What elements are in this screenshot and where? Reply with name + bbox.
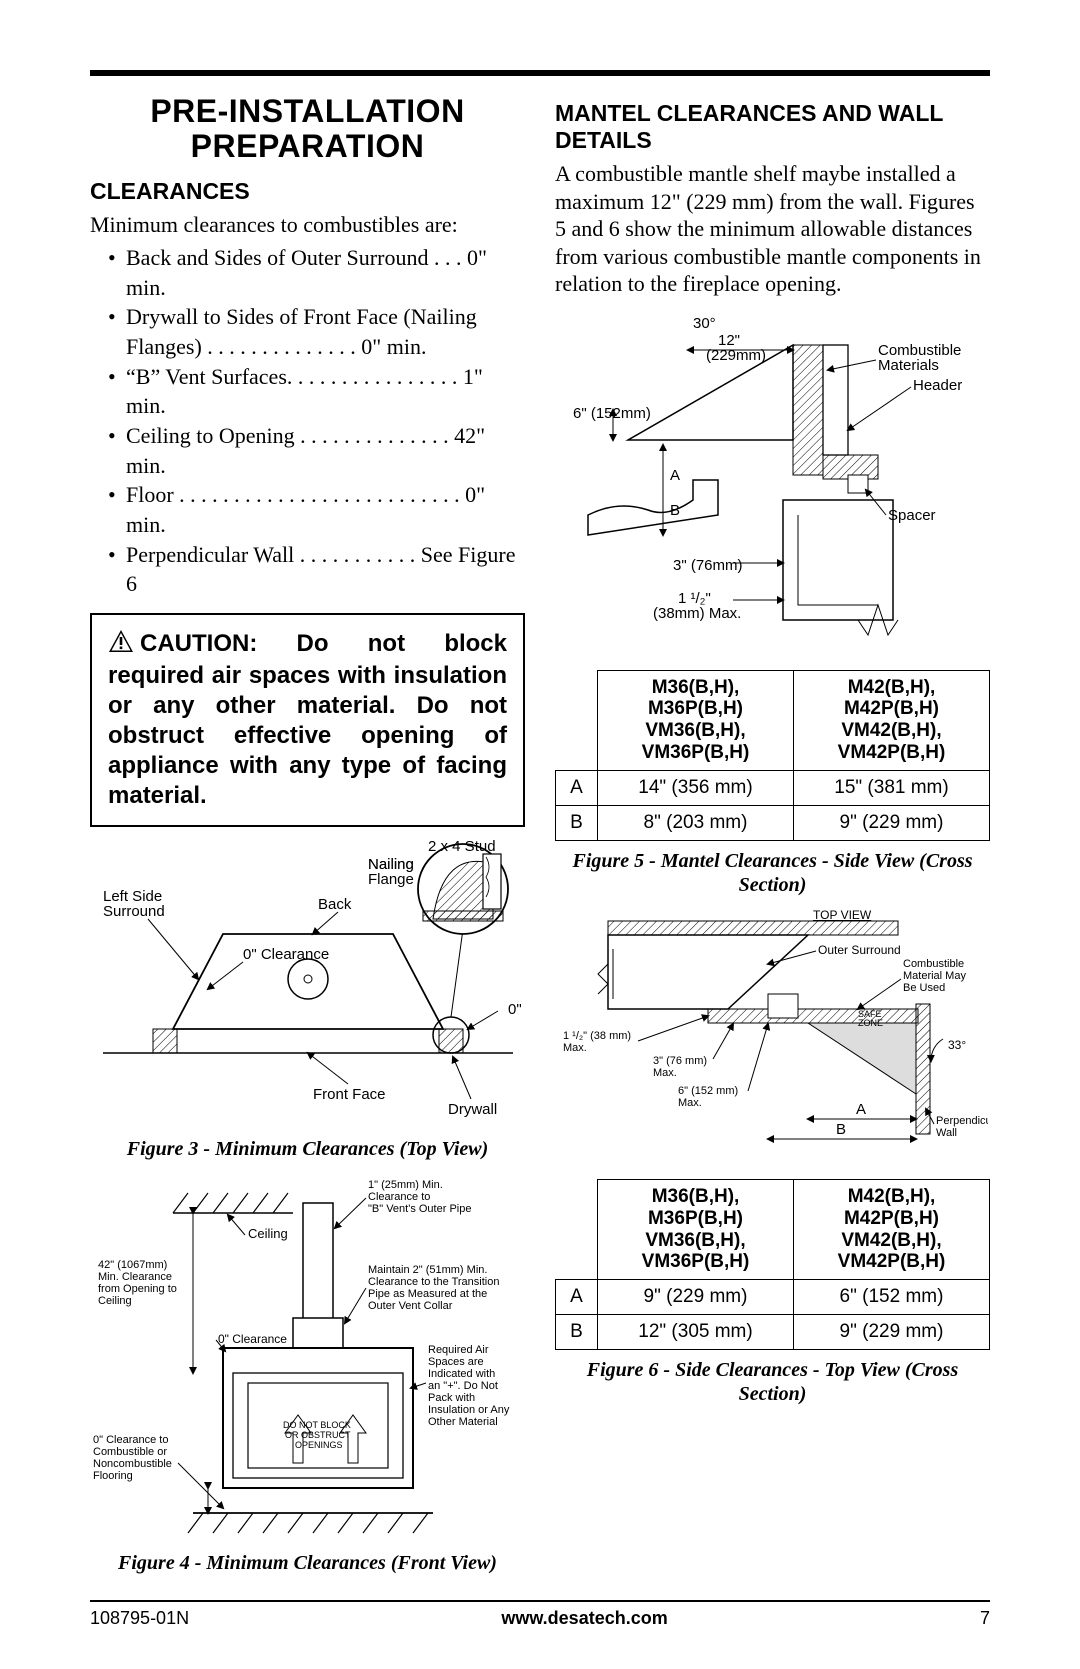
svg-text:Combustible or: Combustible or <box>93 1446 167 1458</box>
svg-text:DO NOT BLOCK: DO NOT BLOCK <box>283 1420 351 1430</box>
svg-text:0" Clearance to: 0" Clearance to <box>93 1434 168 1446</box>
warning-icon <box>108 629 134 661</box>
svg-text:Pipe as Measured at the: Pipe as Measured at the <box>368 1288 487 1300</box>
svg-text:Spacer: Spacer <box>888 507 936 524</box>
svg-text:Required Air: Required Air <box>428 1344 489 1356</box>
svg-text:(38mm) Max.: (38mm) Max. <box>653 605 741 622</box>
svg-text:TOP VIEW: TOP VIEW <box>813 909 872 922</box>
clearances-intro: Minimum clearances to combustibles are: <box>90 211 525 239</box>
svg-text:Materials: Materials <box>878 357 939 374</box>
page-title: PRE-INSTALLATIONPREPARATION <box>90 94 525 164</box>
svg-text:0" Clearance: 0" Clearance <box>243 946 329 963</box>
figure-6-table: M36(B,H), M36P(B,H) VM36(B,H), VM36P(B,H… <box>555 1179 990 1350</box>
svg-text:Min. Clearance: Min. Clearance <box>98 1271 172 1283</box>
svg-text:Outer Surround: Outer Surround <box>818 943 901 957</box>
svg-text:3" (76mm): 3" (76mm) <box>673 557 743 574</box>
svg-text:B: B <box>836 1121 846 1138</box>
footer-url: www.desatech.com <box>501 1608 667 1629</box>
figure-5-diagram: 30° 12" (229mm) 6" (152mm) A B 3" (76mm)… <box>558 310 988 660</box>
figure-4-caption: Figure 4 - Minimum Clearances (Front Vie… <box>90 1551 525 1575</box>
svg-text:Clearance to the Transition: Clearance to the Transition <box>368 1276 499 1288</box>
figure-3-caption: Figure 3 - Minimum Clearances (Top View) <box>90 1137 525 1161</box>
figure-3-diagram: 2 x 4 Stud Nailing Nailing Flange Back L… <box>93 839 523 1129</box>
svg-text:Noncombustible: Noncombustible <box>93 1458 172 1470</box>
svg-text:33°: 33° <box>948 1038 966 1052</box>
svg-text:0": 0" <box>508 1001 522 1018</box>
svg-text:Perpendicular: Perpendicular <box>936 1115 988 1127</box>
figure-5-table: M36(B,H), M36P(B,H) VM36(B,H), VM36P(B,H… <box>555 670 990 841</box>
svg-text:Back: Back <box>318 896 352 913</box>
svg-text:Maintain 2" (51mm) Min.: Maintain 2" (51mm) Min. <box>368 1264 487 1276</box>
svg-text:2 x 4 Stud: 2 x 4 Stud <box>428 839 496 855</box>
svg-text:OR OBSTRUCT: OR OBSTRUCT <box>285 1430 351 1440</box>
mantel-heading: MANTEL CLEARANCES AND WALL DETAILS <box>555 100 990 154</box>
svg-text:Header: Header <box>913 377 962 394</box>
svg-text:Flange: Flange <box>368 871 414 888</box>
svg-text:Outer Vent Collar: Outer Vent Collar <box>368 1300 453 1312</box>
svg-text:0" Clearance: 0" Clearance <box>218 1332 287 1346</box>
svg-text:Insulation or Any: Insulation or Any <box>428 1404 510 1416</box>
svg-text:ZONE: ZONE <box>858 1018 883 1028</box>
svg-text:B: B <box>670 502 680 519</box>
svg-text:Max.: Max. <box>653 1067 677 1079</box>
footer-page-number: 7 <box>980 1608 990 1629</box>
svg-text:Max.: Max. <box>563 1042 587 1054</box>
svg-text:Wall: Wall <box>936 1127 957 1139</box>
svg-text:42" (1067mm): 42" (1067mm) <box>98 1259 167 1271</box>
svg-text:Be Used: Be Used <box>903 982 945 994</box>
svg-text:1 ¹/₂" (38 mm): 1 ¹/₂" (38 mm) <box>563 1030 631 1042</box>
svg-text:Pack with: Pack with <box>428 1392 475 1404</box>
figure-5-caption: Figure 5 - Mantel Clearances - Side View… <box>555 849 990 897</box>
clearances-list: Back and Sides of Outer Surround . . . 0… <box>90 243 525 599</box>
svg-text:1" (25mm) Min.: 1" (25mm) Min. <box>368 1179 443 1191</box>
svg-text:Clearance to: Clearance to <box>368 1191 430 1203</box>
svg-text:Material May: Material May <box>903 970 966 982</box>
svg-text:Ceiling: Ceiling <box>248 1226 288 1241</box>
svg-text:Spaces are: Spaces are <box>428 1356 484 1368</box>
caution-box: CAUTION: Do not block required air space… <box>90 613 525 827</box>
svg-text:Front Face: Front Face <box>313 1086 386 1103</box>
page-footer: 108795-01N www.desatech.com 7 <box>90 1600 990 1629</box>
svg-text:Combustible: Combustible <box>903 958 964 970</box>
svg-text:6" (152 mm): 6" (152 mm) <box>678 1085 738 1097</box>
svg-text:6" (152mm): 6" (152mm) <box>573 405 651 422</box>
figure-6-caption: Figure 6 - Side Clearances - Top View (C… <box>555 1358 990 1406</box>
figure-6-diagram: SAFE ZONE TOP VIEW Outer Surround Combus… <box>558 909 988 1169</box>
svg-text:Surround: Surround <box>103 903 165 920</box>
svg-text:Ceiling: Ceiling <box>98 1295 132 1307</box>
svg-text:A: A <box>670 467 680 484</box>
svg-text:Max.: Max. <box>678 1097 702 1109</box>
svg-text:A: A <box>856 1101 866 1118</box>
svg-text:Flooring: Flooring <box>93 1470 133 1482</box>
svg-text:30°: 30° <box>693 315 716 332</box>
clearances-heading: CLEARANCES <box>90 178 525 205</box>
svg-text:(229mm): (229mm) <box>706 347 766 364</box>
svg-text:3" (76 mm): 3" (76 mm) <box>653 1055 707 1067</box>
figure-4-diagram: 1" (25mm) Min. Clearance to "B" Vent's O… <box>93 1173 523 1543</box>
svg-text:Indicated with: Indicated with <box>428 1368 495 1380</box>
svg-text:an "+". Do Not: an "+". Do Not <box>428 1380 498 1392</box>
svg-text:OPENINGS: OPENINGS <box>295 1440 343 1450</box>
svg-text:Other Material: Other Material <box>428 1416 498 1428</box>
svg-text:Drywall: Drywall <box>448 1101 497 1118</box>
svg-text:from Opening to: from Opening to <box>98 1283 177 1295</box>
footer-doc-number: 108795-01N <box>90 1608 189 1629</box>
mantel-text: A combustible mantle shelf maybe install… <box>555 160 990 298</box>
svg-text:"B" Vent's Outer Pipe: "B" Vent's Outer Pipe <box>368 1203 471 1215</box>
